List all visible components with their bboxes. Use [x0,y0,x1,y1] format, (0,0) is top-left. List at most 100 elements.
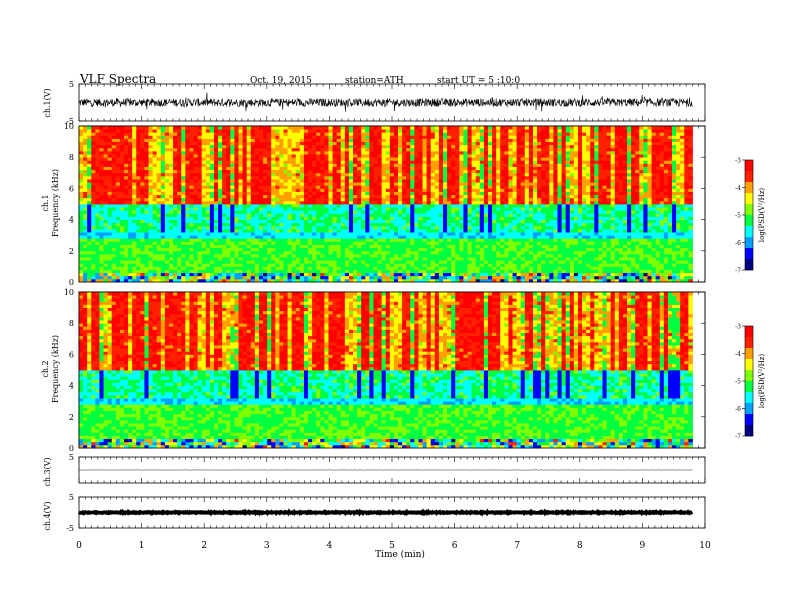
spec1-cell [295,163,301,167]
spec1-cell [238,160,243,164]
spec1-cell [242,222,248,227]
spec1-cell [148,132,154,136]
spec1-cell [140,278,145,283]
spec1-cell [148,207,154,211]
spec1-cell [201,126,207,130]
spec1-cell [430,141,436,146]
spec1-cell [348,210,354,214]
spec1-cell [132,160,137,164]
spec1-cell [332,169,338,174]
spec1-cell [128,235,133,239]
spec1-cell [177,160,182,164]
spec1-cell [299,200,305,205]
spec1-cell [193,219,199,224]
spec1-cell [156,228,162,233]
spec1-cell [140,272,145,277]
spec1-cell [279,207,284,211]
spec1-cell [164,213,170,217]
spec1-cell [357,144,362,149]
spec1-cell [234,275,239,280]
spec1-cell [218,182,223,186]
spec1-cell [381,278,387,283]
spec1-cell [173,154,178,158]
spec1-cell [181,232,186,236]
spec1-cell [177,197,182,202]
spec1-cell [177,275,182,280]
spec1-cell [410,188,415,192]
spec1-cell [344,144,350,149]
spec1-cell [238,257,243,261]
spec1-cell [389,157,395,161]
spec1-cell [193,253,199,258]
spec1-cell [291,157,297,161]
spec1-cell [291,207,297,211]
spec1-cell [361,232,366,236]
spec1-cell [226,166,231,171]
spec1-cell [303,191,309,196]
spec1-cell [353,191,358,196]
spec1-cell [385,232,391,236]
spec1-cell [393,278,399,283]
spec1-cell [181,154,186,158]
spec1-cell [308,238,313,242]
spec1-cell [312,129,317,133]
spec1-cell [389,278,395,283]
spec1-cell [340,213,346,217]
spec1-cell [218,257,223,261]
spec1-cell [123,219,129,224]
spec1-cell [426,147,432,152]
spec1-cell [132,169,137,174]
spec1-cell [213,150,219,155]
spec1-cell [99,272,104,277]
spec1-cell [299,185,305,189]
spec1-cell [344,244,350,249]
spec1-cell [128,250,133,255]
spec1-cell [213,157,219,161]
spec1-cell [222,235,227,239]
spec1-cell [168,238,174,242]
spec1-cell [201,275,207,280]
spec1-cell [385,260,391,264]
spec1-cell [87,213,92,217]
spec1-cell [430,126,436,130]
spec1-cell [164,135,170,139]
spec1-cell [295,278,301,283]
spec1-cell [79,253,84,258]
spec1-cell [340,278,346,283]
spec1-cell [185,219,190,224]
spec1-cell [185,247,190,252]
spec1-cell [242,210,248,214]
spec1-cell [357,185,362,189]
spec1-cell [312,278,317,283]
spec1-cell [443,144,448,149]
spec1-cell [336,260,342,264]
spec1-cell [385,275,391,280]
spec1-cell [344,278,350,283]
spec1-cell [83,213,88,217]
spec1-cell [201,204,207,208]
spec1-cell [234,160,239,164]
spec1-cell [303,179,309,183]
spec1-cell [213,191,219,196]
spec1-cell [357,138,362,142]
spec1-cell [132,172,137,177]
spec1-cell [410,144,415,149]
spec1-cell [389,228,395,233]
spec1-cell [111,266,117,270]
spec1-cell [414,241,419,245]
spec1-cell [361,225,366,230]
spec1-cell [230,126,235,130]
spec1-cell [234,191,239,196]
spec1-cell [230,204,235,208]
spec1-cell [418,257,423,261]
spec1-cell [316,269,321,274]
spec1-cell [238,232,243,236]
spec1-cell [99,228,104,233]
spec1-cell [177,194,182,199]
spec1-cell [185,200,190,205]
spec1-cell [320,188,325,192]
spec1-cell [250,191,256,196]
spec1-cell [320,154,325,158]
spec1-cell [426,179,432,183]
spec1-cell [218,175,223,180]
